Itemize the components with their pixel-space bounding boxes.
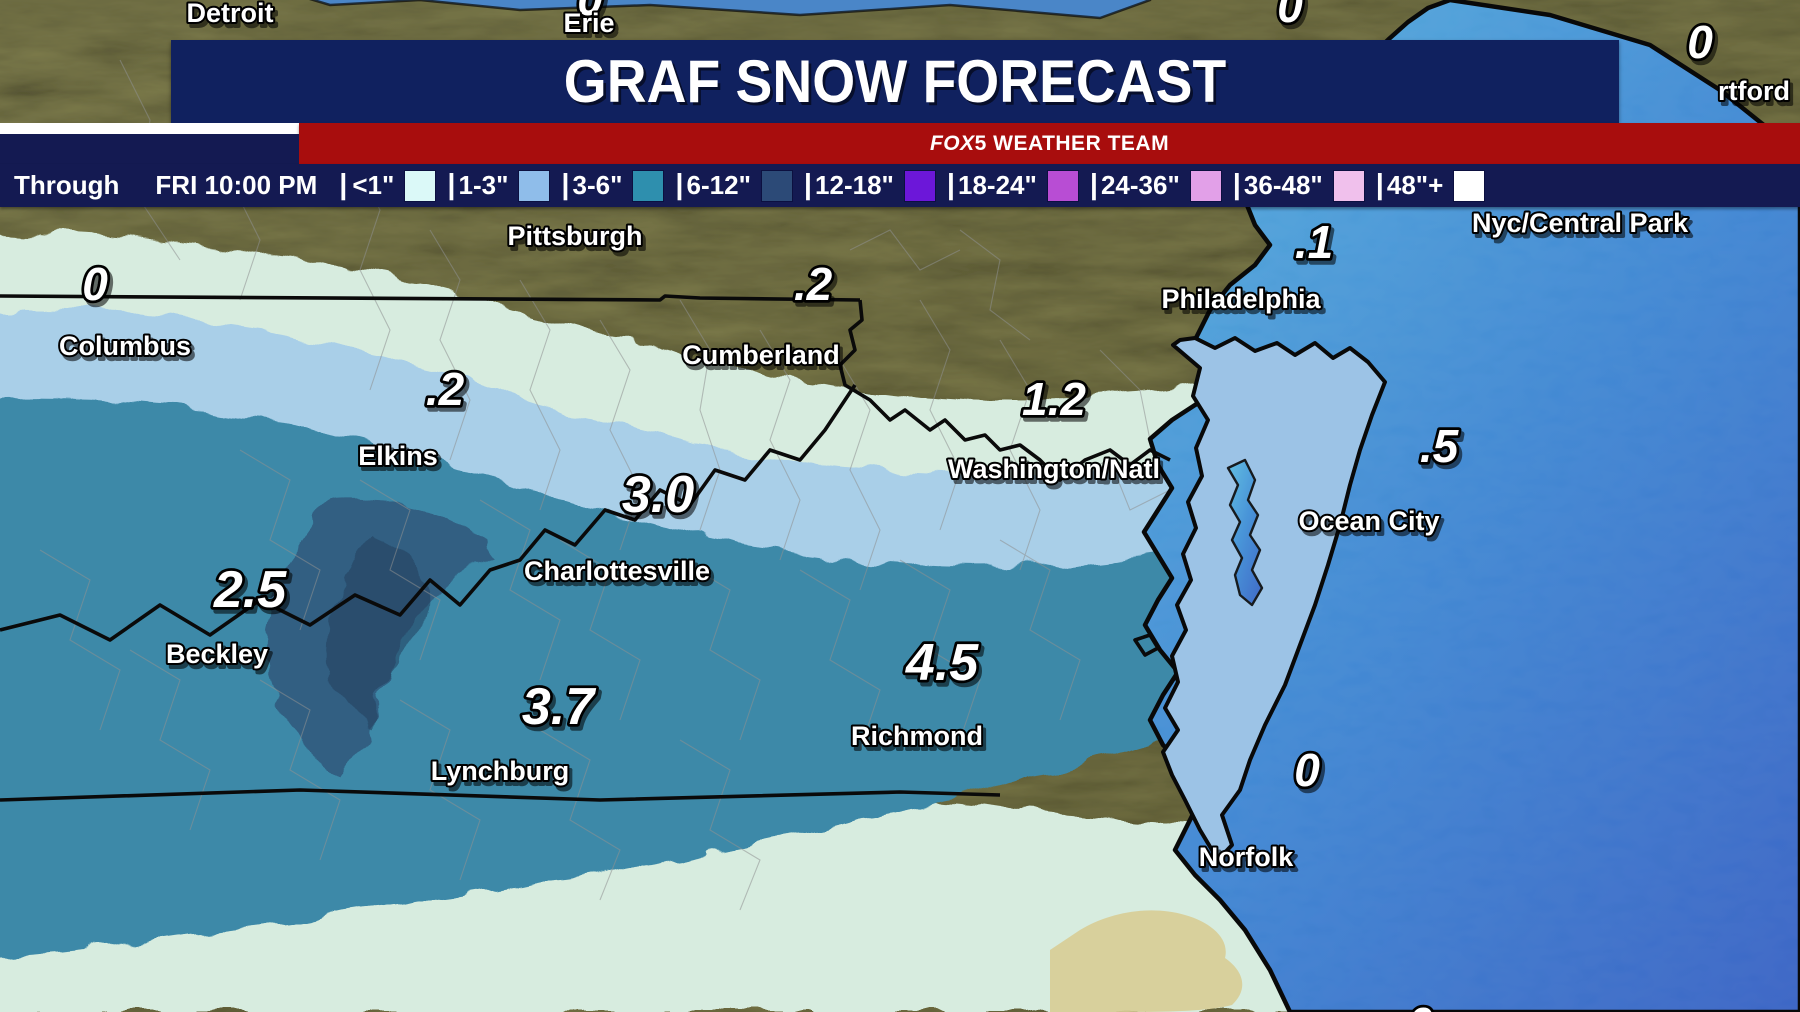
svg-text:0: 0 — [1407, 998, 1433, 1012]
svg-text:Detroit: Detroit — [187, 0, 274, 28]
svg-text:0: 0 — [1277, 0, 1303, 32]
svg-text:Philadelphia: Philadelphia — [1161, 284, 1321, 314]
svg-text:3.7: 3.7 — [522, 678, 596, 736]
svg-text:Beckley: Beckley — [166, 639, 268, 669]
svg-text:.1: .1 — [1295, 216, 1333, 268]
svg-text:Norfolk: Norfolk — [1199, 842, 1294, 872]
svg-text:Cumberland: Cumberland — [682, 340, 840, 370]
svg-text:Washington/Natl: Washington/Natl — [948, 454, 1160, 484]
svg-text:Elkins: Elkins — [358, 441, 438, 471]
svg-text:Charlottesville: Charlottesville — [524, 556, 710, 586]
svg-text:Erie: Erie — [563, 8, 614, 38]
svg-text:rtford: rtford — [1718, 76, 1790, 106]
svg-text:3.0: 3.0 — [622, 466, 694, 524]
svg-text:Columbus: Columbus — [59, 331, 191, 361]
svg-text:.2: .2 — [426, 363, 465, 415]
svg-text:Nyc/Central Park: Nyc/Central Park — [1472, 208, 1689, 238]
svg-text:Richmond: Richmond — [851, 721, 983, 751]
svg-text:Ocean City: Ocean City — [1298, 506, 1439, 536]
svg-text:Pittsburgh: Pittsburgh — [508, 221, 643, 251]
svg-text:0: 0 — [1294, 744, 1320, 796]
svg-text:.2: .2 — [794, 258, 833, 310]
svg-text:.5: .5 — [1420, 420, 1460, 472]
svg-text:4.5: 4.5 — [905, 634, 979, 692]
svg-text:2.5: 2.5 — [213, 561, 287, 619]
svg-text:0: 0 — [1687, 16, 1713, 68]
svg-text:Lynchburg: Lynchburg — [431, 756, 570, 786]
svg-text:1.2: 1.2 — [1022, 373, 1086, 425]
svg-text:0: 0 — [82, 258, 108, 310]
